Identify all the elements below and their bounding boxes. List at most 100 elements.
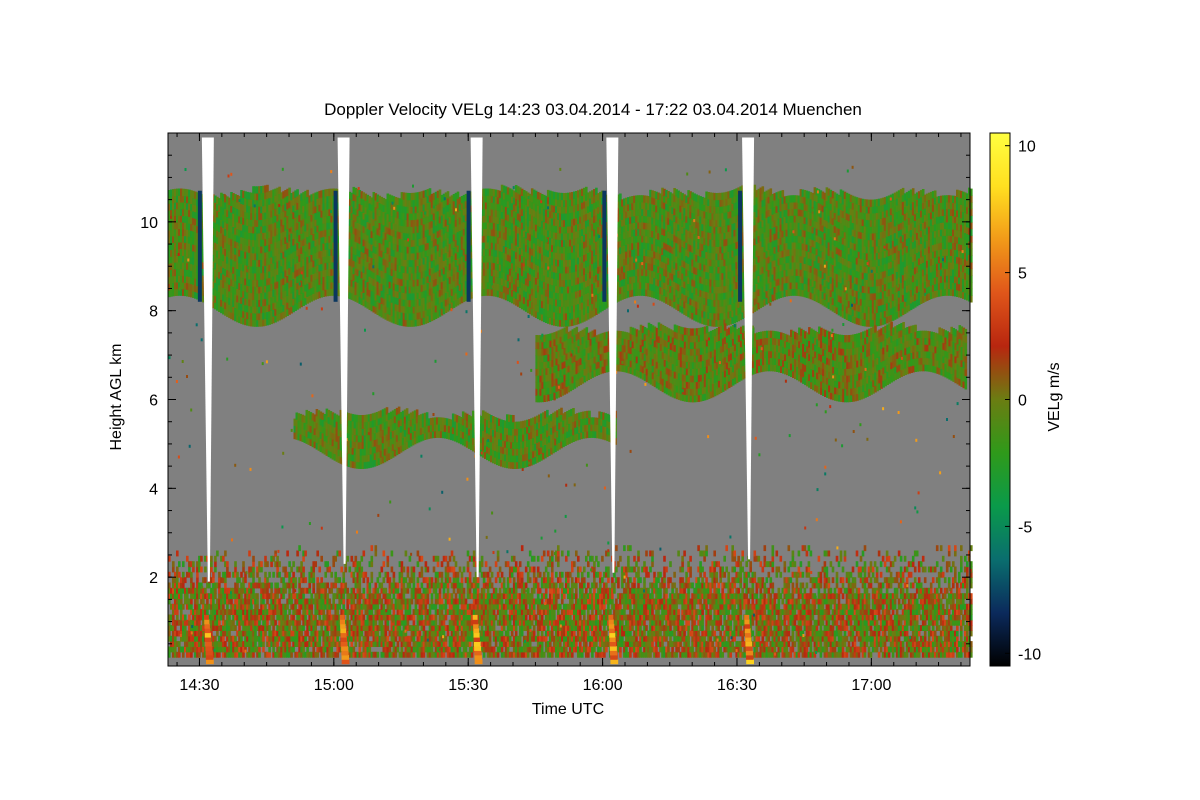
velocity-cell: [232, 259, 235, 267]
velocity-cell: [565, 199, 568, 207]
velocity-cell: [663, 195, 666, 203]
velocity-cell: [514, 278, 518, 286]
velocity-cell: [524, 204, 528, 212]
velocity-cell: [350, 226, 354, 234]
velocity-cell: [460, 275, 464, 284]
velocity-cell: [238, 235, 241, 244]
velocity-cell: [665, 289, 668, 298]
velocity-cell: [282, 311, 285, 319]
velocity-cell: [178, 215, 181, 223]
velocity-cell: [619, 226, 622, 235]
velocity-cell: [524, 304, 528, 312]
velocity-cell: [418, 265, 422, 273]
velocity-cell: [621, 272, 624, 280]
velocity-cell: [675, 222, 678, 230]
velocity-cell: [322, 263, 325, 271]
velocity-cell: [310, 247, 313, 255]
velocity-cell: [542, 228, 546, 236]
velocity-cell: [402, 199, 406, 207]
velocity-cell: [581, 242, 584, 250]
velocity-cell: [370, 304, 374, 312]
velocity-cell: [627, 237, 630, 245]
velocity-cell: [637, 201, 640, 210]
velocity-cell: [318, 210, 321, 219]
velocity-cell: [174, 228, 177, 237]
velocity-cell: [202, 248, 205, 256]
velocity-cell: [286, 275, 289, 283]
velocity-cell: [571, 318, 574, 326]
velocity-cell: [669, 205, 672, 213]
velocity-cell: [214, 262, 217, 270]
velocity-cell: [653, 224, 656, 232]
velocity-cell: [551, 231, 554, 239]
velocity-cell: [528, 193, 532, 202]
velocity-cell: [577, 296, 580, 305]
velocity-cell: [542, 254, 546, 263]
velocity-cell: [300, 246, 303, 254]
velocity-cell: [186, 222, 189, 230]
velocity-cell: [414, 232, 418, 240]
velocity-cell: [408, 239, 412, 247]
velocity-cell: [276, 267, 279, 275]
velocity-cell: [555, 192, 558, 200]
velocity-cell: [386, 200, 390, 208]
velocity-cell: [661, 187, 664, 195]
velocity-cell: [274, 288, 277, 296]
velocity-cell: [571, 285, 574, 293]
velocity-cell: [224, 261, 227, 270]
velocity-cell: [244, 211, 247, 219]
velocity-cell: [593, 242, 596, 250]
velocity-cell: [462, 234, 466, 243]
velocity-cell: [222, 260, 225, 268]
velocity-cell: [526, 279, 530, 287]
velocity-cell: [270, 310, 273, 318]
velocity-cell: [274, 301, 277, 310]
velocity-cell: [460, 216, 464, 224]
velocity-cell: [524, 237, 528, 246]
velocity-cell: [665, 256, 668, 264]
velocity-cell: [356, 202, 360, 210]
velocity-cell: [553, 265, 556, 273]
velocity-cell: [651, 217, 654, 225]
velocity-cell: [192, 217, 195, 225]
velocity-cell: [647, 289, 650, 297]
velocity-cell: [565, 212, 568, 221]
velocity-cell: [569, 252, 572, 260]
velocity-cell: [312, 293, 315, 301]
velocity-cell: [512, 223, 516, 232]
velocity-cell: [372, 251, 376, 260]
velocity-cell: [322, 249, 325, 257]
velocity-cell: [292, 198, 295, 206]
velocity-cell: [284, 263, 287, 271]
velocity-cell: [627, 290, 630, 298]
velocity-cell: [360, 197, 364, 206]
velocity-cell: [424, 309, 428, 318]
velocity-cell: [248, 305, 251, 313]
velocity-cell: [607, 286, 610, 295]
velocity-cell: [396, 290, 400, 299]
velocity-cell: [510, 222, 514, 230]
velocity-cell: [551, 304, 554, 312]
velocity-cell: [310, 274, 313, 282]
velocity-cell: [288, 280, 291, 289]
velocity-cell: [214, 242, 217, 250]
velocity-cell: [382, 264, 386, 272]
velocity-cell: [534, 250, 538, 258]
velocity-cell: [194, 251, 197, 259]
velocity-cell: [514, 291, 518, 299]
velocity-cell: [260, 259, 263, 267]
velocity-cell: [354, 227, 358, 236]
velocity-cell: [266, 271, 269, 279]
velocity-cell: [428, 261, 432, 269]
velocity-cell: [398, 218, 402, 226]
velocity-cell: [631, 202, 634, 210]
velocity-cell: [516, 232, 520, 241]
velocity-cell: [276, 241, 279, 249]
velocity-cell: [534, 277, 538, 285]
velocity-cell: [316, 205, 319, 213]
velocity-cell: [567, 246, 570, 254]
velocity-cell: [184, 222, 187, 230]
velocity-cell: [364, 233, 368, 241]
velocity-cell: [236, 308, 239, 316]
velocity-cell: [284, 243, 287, 251]
